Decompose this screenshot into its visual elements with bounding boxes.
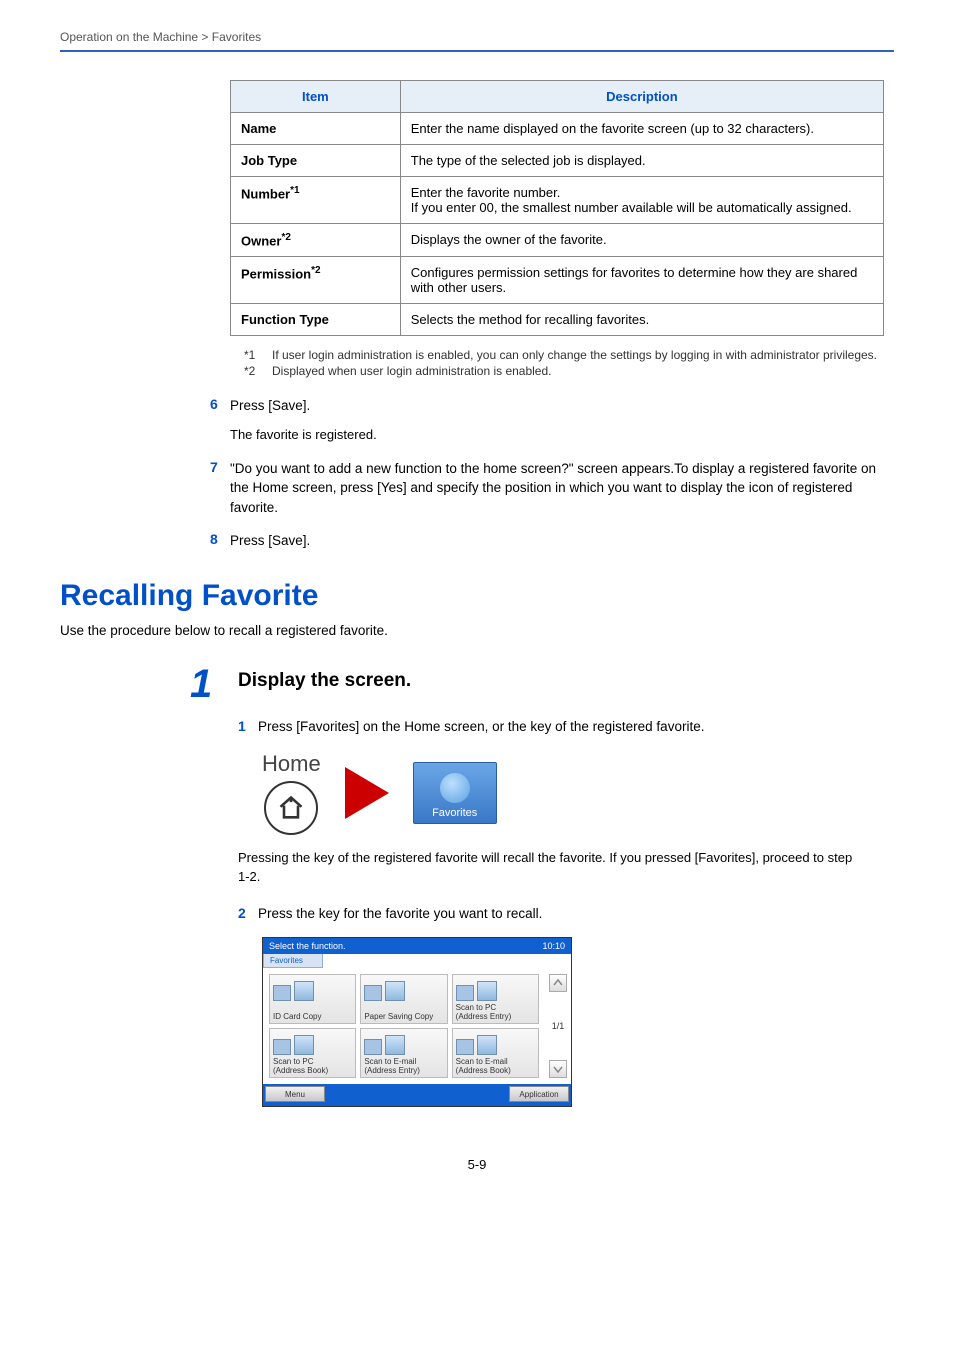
footnote: *2Displayed when user login administrati… (244, 364, 884, 378)
favorites-tile: Favorites (413, 762, 497, 824)
favorite-item-label: Paper Saving Copy (364, 1013, 443, 1022)
step-number: 8 (210, 531, 230, 551)
table-row: Number*1Enter the favorite number.If you… (231, 177, 884, 224)
favorite-item-label: Scan to E-mail(Address Book) (456, 1058, 535, 1076)
table-row: NameEnter the name displayed on the favo… (231, 113, 884, 145)
favorite-item-icon (456, 979, 535, 1001)
numbered-step: 6Press [Save].The favorite is registered… (210, 396, 884, 444)
footnotes: *1If user login administration is enable… (244, 348, 884, 378)
table-cell-item: Name (231, 113, 401, 145)
menu-button[interactable]: Menu (265, 1086, 325, 1102)
table-cell-desc: Displays the owner of the favorite. (400, 224, 883, 257)
substep-num-1: 1 (238, 718, 258, 737)
section-title: Recalling Favorite (60, 579, 894, 613)
substep-body-2: Press the key for the favorite you want … (258, 905, 864, 924)
table-cell-item: Function Type (231, 304, 401, 336)
big-step-heading: Display the screen. (238, 664, 411, 692)
step-body: Press [Save].The favorite is registered. (230, 396, 884, 444)
arrow-right-icon (345, 767, 389, 819)
step-body: "Do you want to add a new function to th… (230, 459, 884, 518)
favorite-item-icon (273, 1033, 352, 1055)
favorite-item-label: Scan to PC(Address Book) (273, 1058, 352, 1076)
settings-table: Item Description NameEnter the name disp… (230, 80, 884, 336)
step-subtext: The favorite is registered. (230, 426, 884, 445)
favorites-panel: Select the function. 10:10 Favorites ID … (262, 937, 572, 1107)
table-cell-item: Permission*2 (231, 257, 401, 304)
page-indicator: 1/1 (552, 1021, 565, 1031)
table-cell-item: Job Type (231, 145, 401, 177)
table-cell-desc: Selects the method for recalling favorit… (400, 304, 883, 336)
favorite-item-icon (273, 979, 352, 1001)
desc-text-1: Pressing the key of the registered favor… (238, 849, 864, 887)
favorite-item-icon (456, 1033, 535, 1055)
favorite-item-icon (364, 979, 443, 1001)
col-item: Item (231, 81, 401, 113)
table-row: Permission*2Configures permission settin… (231, 257, 884, 304)
favorite-item-label: Scan to E-mail(Address Entry) (364, 1058, 443, 1076)
substep-body-1: Press [Favorites] on the Home screen, or… (258, 718, 864, 737)
favorites-tile-label: Favorites (432, 807, 477, 819)
big-step-number: 1 (190, 664, 238, 704)
home-label: Home (262, 751, 321, 777)
table-cell-desc: The type of the selected job is displaye… (400, 145, 883, 177)
favorite-item[interactable]: Scan to PC(Address Entry) (452, 974, 539, 1024)
home-icon (264, 781, 318, 835)
table-row: Owner*2Displays the owner of the favorit… (231, 224, 884, 257)
scroll-up-button[interactable] (549, 974, 567, 992)
table-row: Job TypeThe type of the selected job is … (231, 145, 884, 177)
table-cell-desc: Enter the name displayed on the favorite… (400, 113, 883, 145)
numbered-step: 8Press [Save]. (210, 531, 884, 551)
panel-tab-favorites[interactable]: Favorites (263, 954, 323, 968)
favorites-star-icon (440, 773, 470, 803)
table-cell-item: Owner*2 (231, 224, 401, 257)
favorite-item-label: ID Card Copy (273, 1013, 352, 1022)
favorite-item[interactable]: Paper Saving Copy (360, 974, 447, 1024)
favorite-item[interactable]: Scan to E-mail(Address Entry) (360, 1028, 447, 1078)
breadcrumb: Operation on the Machine > Favorites (60, 30, 894, 52)
favorite-item[interactable]: Scan to E-mail(Address Book) (452, 1028, 539, 1078)
application-button[interactable]: Application (509, 1086, 569, 1102)
panel-title: Select the function. (269, 941, 346, 951)
numbered-step: 7"Do you want to add a new function to t… (210, 459, 884, 518)
intro-text: Use the procedure below to recall a regi… (60, 623, 894, 638)
table-cell-desc: Enter the favorite number.If you enter 0… (400, 177, 883, 224)
home-navigation-illustration: Home Favorites (262, 751, 864, 835)
table-cell-item: Number*1 (231, 177, 401, 224)
table-cell-desc: Configures permission settings for favor… (400, 257, 883, 304)
col-desc: Description (400, 81, 883, 113)
scroll-down-button[interactable] (549, 1060, 567, 1078)
favorite-item-label: Scan to PC(Address Entry) (456, 1004, 535, 1022)
favorite-item[interactable]: ID Card Copy (269, 974, 356, 1024)
favorite-item[interactable]: Scan to PC(Address Book) (269, 1028, 356, 1078)
step-body: Press [Save]. (230, 531, 884, 551)
step-number: 6 (210, 396, 230, 444)
table-row: Function TypeSelects the method for reca… (231, 304, 884, 336)
panel-time: 10:10 (542, 941, 565, 951)
favorite-item-icon (364, 1033, 443, 1055)
footnote: *1If user login administration is enable… (244, 348, 884, 362)
substep-num-2: 2 (238, 905, 258, 924)
page-number: 5-9 (60, 1157, 894, 1172)
step-number: 7 (210, 459, 230, 518)
